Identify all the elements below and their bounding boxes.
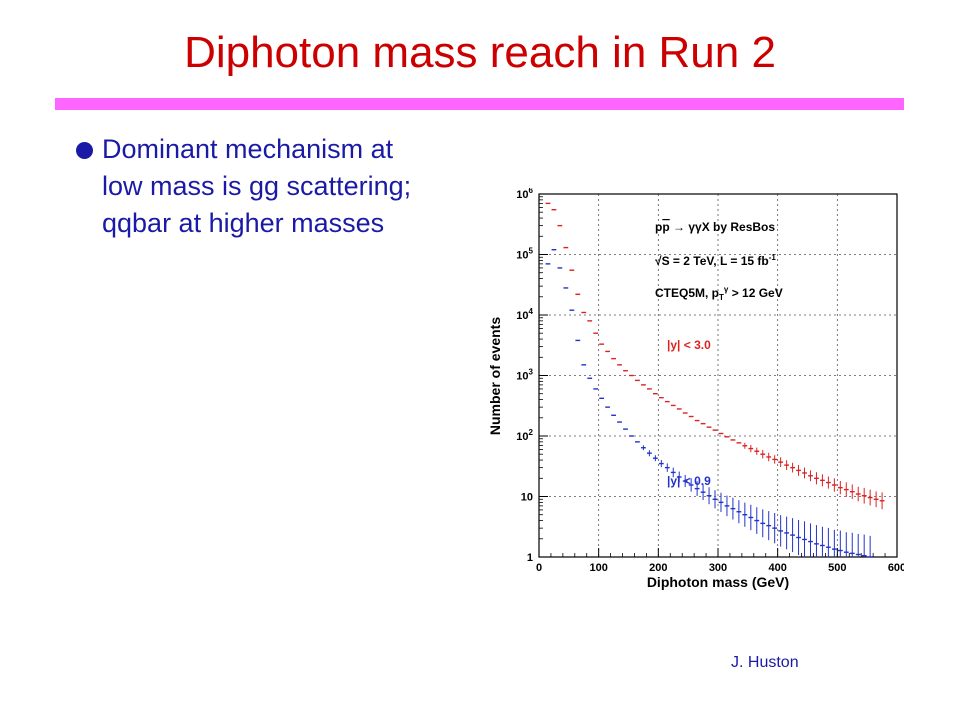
x-tick-label: 0	[536, 562, 542, 574]
y-tick-label: 105	[516, 247, 533, 262]
annotation-text: pp → γγX by ResBos	[655, 220, 775, 234]
y-tick-label: 102	[516, 428, 533, 443]
y-tick-label: 106	[516, 188, 533, 201]
y-axis-label: Number of events	[487, 317, 503, 435]
x-axis-label: Diphoton mass (GeV)	[647, 574, 789, 590]
author-credit: J. Huston	[731, 654, 799, 671]
y-tick-label: 1	[527, 552, 533, 564]
series-label: |y| < 3.0	[667, 338, 711, 352]
x-tick-label: 500	[828, 562, 846, 574]
y-tick-label: 104	[516, 307, 533, 322]
x-tick-label: 100	[589, 562, 607, 574]
labels-layer: pp → γγX by ResBos √S = 2 TeV, L = 15 fb-…	[655, 220, 783, 488]
series-label: |y| < 0.9	[667, 474, 711, 488]
bullet-text: Dominant mechanism at low mass is gg sca…	[102, 134, 412, 238]
chart-svg: 0 100 200 300 400 500 600 1 10 102 103 104 105 106 pp…	[487, 186, 906, 591]
series-0	[545, 202, 885, 510]
chart-background	[487, 188, 904, 591]
slide-title: Diphoton mass reach in Run 2	[184, 28, 776, 77]
annotation-text: CTEQ5M, pTγ > 12 GeV	[655, 285, 783, 302]
x-tick-label: 200	[649, 562, 667, 574]
y-tick-label: 103	[516, 368, 533, 383]
grid	[539, 194, 897, 557]
annotation-text: √S = 2 TeV, L = 15 fb-1	[655, 253, 776, 268]
bullet-dot-icon	[76, 142, 93, 159]
axis-ticks: 0 100 200 300 400 500 600 1 10 102 103 104 105 106	[516, 186, 906, 574]
series-layer	[545, 202, 885, 558]
x-tick-label: 300	[709, 562, 727, 574]
title-underline	[55, 98, 904, 110]
series-1	[545, 249, 873, 558]
x-tick-label: 600	[888, 562, 904, 574]
y-tick-label: 10	[521, 492, 533, 504]
x-tick-label: 400	[768, 562, 786, 574]
chart-figure: 0 100 200 300 400 500 600 1 10 102 103 104 105 106 pp…	[487, 186, 906, 591]
